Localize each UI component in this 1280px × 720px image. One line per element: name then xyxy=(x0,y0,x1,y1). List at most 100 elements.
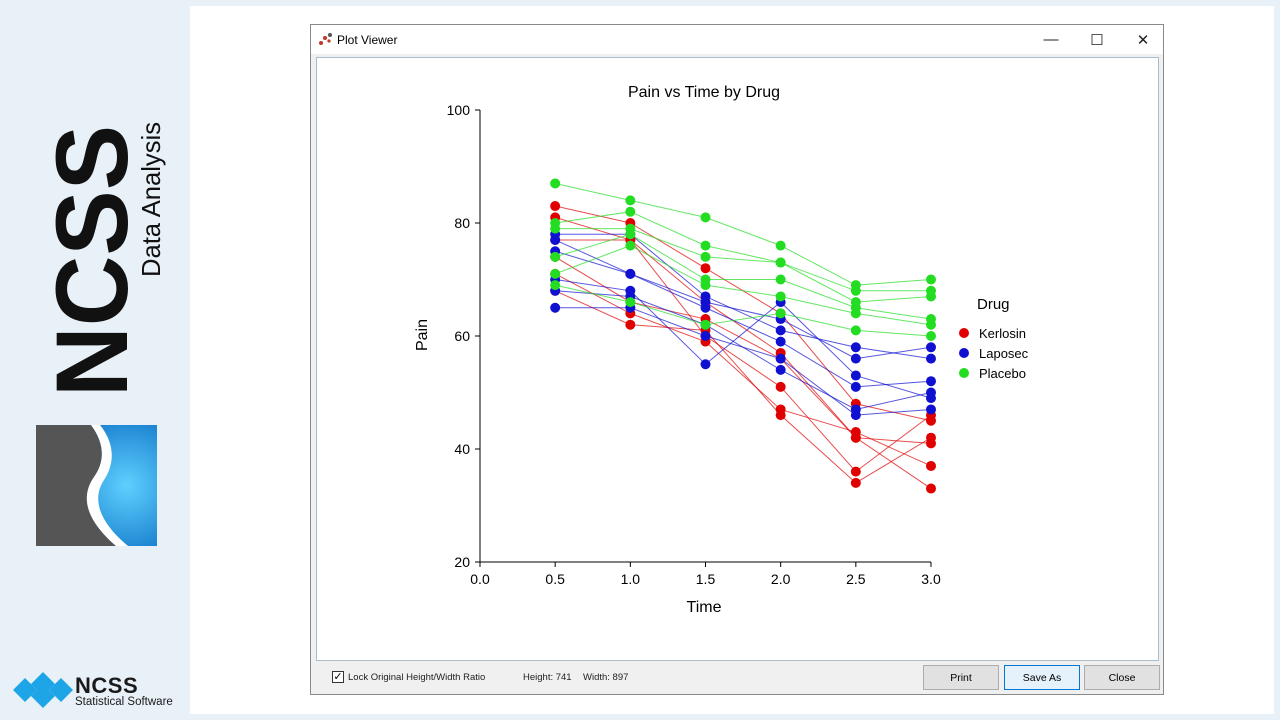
data-point-kerlosin xyxy=(926,432,936,443)
data-point-laposec xyxy=(550,302,561,313)
y-tick-label: 60 xyxy=(454,328,470,344)
x-tick-label: 2.0 xyxy=(771,571,791,587)
data-point-placebo xyxy=(550,178,561,189)
series-line-laposec xyxy=(555,233,932,360)
legend: Drug Kerlosin Laposec Placebo xyxy=(959,296,1029,381)
x-tick-label: 0.0 xyxy=(470,571,490,587)
minimize-button[interactable]: — xyxy=(1028,25,1074,54)
data-point-kerlosin xyxy=(775,410,786,421)
data-point-placebo xyxy=(850,285,861,296)
ncss-square-logo xyxy=(36,425,157,546)
data-point-kerlosin xyxy=(850,466,861,477)
data-point-placebo xyxy=(775,274,786,285)
close-icon: ✕ xyxy=(1136,31,1150,49)
data-point-laposec xyxy=(775,325,786,336)
data-point-placebo xyxy=(775,308,786,319)
series-points xyxy=(550,178,936,494)
pain-vs-time-chart: Pain vs Time by Drug Time Pain 0.0 0.5 1.0… xyxy=(414,84,1029,616)
data-point-kerlosin xyxy=(850,432,861,443)
data-point-laposec xyxy=(926,404,936,415)
legend-marker-laposec xyxy=(959,348,969,358)
data-point-placebo xyxy=(926,331,936,341)
window-close-button[interactable]: ✕ xyxy=(1120,25,1166,54)
maximize-icon: ☐ xyxy=(1090,31,1104,49)
close-button[interactable]: Close xyxy=(1084,665,1160,690)
ncss-vertical-brand: NCSS xyxy=(35,125,149,397)
ncss-vertical-logo: NCSS Data Analysis xyxy=(35,122,166,397)
data-point-kerlosin xyxy=(775,381,786,392)
data-point-kerlosin xyxy=(926,460,936,471)
series-line-laposec xyxy=(555,279,932,399)
series-line-kerlosin xyxy=(555,216,932,444)
legend-title: Drug xyxy=(977,296,1010,313)
x-tick-label: 0.5 xyxy=(545,571,565,587)
legend-marker-placebo xyxy=(959,368,969,378)
save-as-button[interactable]: Save As xyxy=(1004,665,1080,690)
data-point-placebo xyxy=(850,308,861,319)
data-point-laposec xyxy=(625,268,636,279)
series-line-placebo xyxy=(555,228,932,303)
legend-marker-kerlosin xyxy=(959,328,969,338)
data-point-laposec xyxy=(700,331,711,341)
x-axis-label: Time xyxy=(687,599,722,616)
series-line-placebo xyxy=(554,245,932,326)
data-point-placebo xyxy=(926,319,936,330)
maximize-button[interactable]: ☐ xyxy=(1074,25,1120,54)
series-line-laposec xyxy=(555,307,932,416)
width-readout: Width: 897 xyxy=(583,672,629,683)
diamond-logo-icon xyxy=(13,672,73,708)
data-point-kerlosin xyxy=(550,201,561,212)
data-point-kerlosin xyxy=(926,483,936,494)
data-point-laposec xyxy=(926,387,936,398)
bottom-brand: NCSS xyxy=(75,673,139,698)
data-point-laposec xyxy=(926,353,936,364)
plot-viewer-window: Plot Viewer — ☐ ✕ Pain vs Time by Drug T… xyxy=(310,24,1164,695)
data-point-placebo xyxy=(700,319,711,330)
data-point-placebo xyxy=(775,257,786,268)
series-lines xyxy=(554,182,932,489)
series-line-laposec xyxy=(555,250,932,388)
y-tick-label: 80 xyxy=(454,215,470,231)
x-tick-label: 1.0 xyxy=(621,571,641,587)
height-readout: Height: 741 xyxy=(523,672,572,683)
x-tick-label: 2.5 xyxy=(846,571,866,587)
series-line-placebo xyxy=(555,233,932,320)
data-point-laposec xyxy=(926,342,936,353)
data-point-placebo xyxy=(700,280,711,291)
title-bar[interactable]: Plot Viewer — ☐ ✕ xyxy=(311,25,1163,54)
axes: 0.0 0.5 1.0 1.5 2.0 2.5 3.0 20 40 60 80 100 xyxy=(447,102,941,587)
data-point-placebo xyxy=(625,229,636,240)
y-tick-label: 40 xyxy=(454,441,470,457)
data-point-placebo xyxy=(850,325,861,336)
y-tick-label: 20 xyxy=(454,554,470,570)
data-point-placebo xyxy=(700,212,711,223)
lock-ratio-checkbox[interactable]: ✓ xyxy=(332,671,344,683)
series-line-kerlosin xyxy=(554,273,932,467)
data-point-laposec xyxy=(850,370,861,381)
data-point-placebo xyxy=(550,268,561,279)
y-axis-label: Pain xyxy=(414,319,431,351)
data-point-placebo xyxy=(550,251,561,262)
series-line-kerlosin xyxy=(554,290,932,484)
print-button[interactable]: Print xyxy=(923,665,999,690)
bottom-tagline: Statistical Software xyxy=(75,696,173,708)
data-point-placebo xyxy=(625,240,636,251)
data-point-laposec xyxy=(775,364,786,375)
legend-label-kerlosin: Kerlosin xyxy=(979,326,1026,341)
series-line-laposec xyxy=(554,239,932,360)
branding-panel: NCSS Data Analysis NCSS Statistical Soft… xyxy=(0,0,190,720)
minimize-icon: — xyxy=(1043,31,1059,48)
data-point-placebo xyxy=(625,206,636,217)
plot-options-row: ✓ Lock Original Height/Width Ratio Heigh… xyxy=(317,664,1158,692)
data-point-laposec xyxy=(775,353,786,364)
data-point-laposec xyxy=(850,381,861,392)
data-point-kerlosin xyxy=(700,263,711,274)
data-point-placebo xyxy=(550,223,561,234)
data-point-laposec xyxy=(850,353,861,364)
data-point-placebo xyxy=(926,274,936,285)
y-tick-label: 100 xyxy=(447,102,471,118)
scatter-plot-icon xyxy=(319,33,332,45)
data-point-laposec xyxy=(700,359,711,370)
ncss-bottom-logo: NCSS Statistical Software xyxy=(12,672,187,712)
chart-title: Pain vs Time by Drug xyxy=(628,84,780,101)
